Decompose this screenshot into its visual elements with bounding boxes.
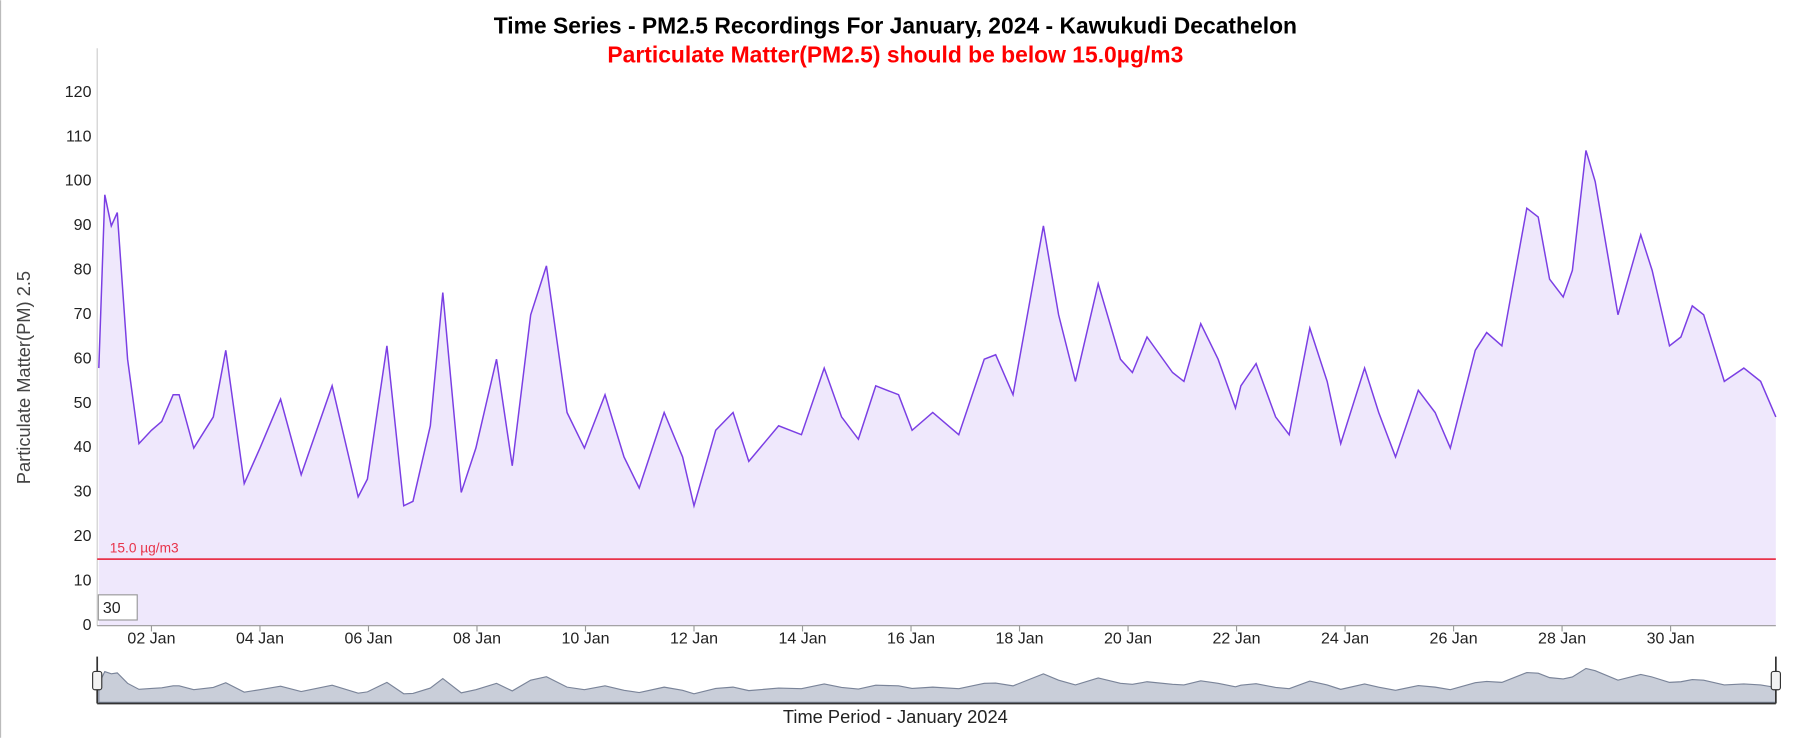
x-axis-label: Time Period - January 2024 (783, 706, 1008, 727)
zoom-label: 30 (103, 600, 121, 617)
x-tick-label: 30 Jan (1647, 631, 1695, 648)
y-axis-label: Particulate Matter(PM) 2.5 (13, 271, 34, 484)
x-tick-label: 24 Jan (1321, 631, 1369, 648)
x-tick-label: 10 Jan (561, 631, 609, 648)
x-tick-label: 26 Jan (1430, 631, 1478, 648)
x-tick-label: 02 Jan (127, 631, 175, 648)
y-tick-label: 0 (83, 617, 92, 634)
y-tick-label: 70 (74, 306, 92, 323)
line (98, 150, 1777, 509)
x-tick-label: 06 Jan (344, 631, 392, 648)
y-tick-label: 50 (74, 395, 92, 412)
y-tick-label: 20 (74, 528, 92, 545)
y-tick-label: 10 (74, 573, 92, 590)
x-tick-label: 20 Jan (1104, 631, 1152, 648)
zoom-box (97, 594, 138, 621)
threshold-label: 15.0 µg/m3 (110, 540, 179, 555)
y-tick-label: 100 (65, 173, 92, 190)
y-tick-label: 30 (74, 484, 92, 501)
x-tick-label: 08 Jan (453, 631, 501, 648)
y-tick-label: 120 (65, 84, 92, 101)
chart-subtitle: Particulate Matter(PM2.5) should be belo… (607, 41, 1183, 67)
y-tick-label: 40 (74, 439, 92, 456)
x-tick-label: 28 Jan (1538, 631, 1586, 648)
x-tick-label: 18 Jan (996, 631, 1044, 648)
x-tick-label: 22 Jan (1213, 631, 1261, 648)
navigator-handle[interactable] (92, 670, 103, 691)
x-tick-label: 12 Jan (670, 631, 718, 648)
navigator-area (98, 667, 1777, 703)
y-tick-label: 60 (74, 350, 92, 367)
x-tick-label: 16 Jan (887, 631, 935, 648)
y-tick-label: 110 (66, 128, 92, 145)
area (98, 150, 1776, 626)
y-tick-label: 90 (74, 217, 92, 234)
x-tick-label: 04 Jan (236, 631, 284, 648)
x-tick-label: 14 Jan (778, 631, 826, 648)
y-tick-label: 80 (74, 262, 92, 279)
navigator-handle[interactable] (1770, 670, 1781, 691)
chart-title: Time Series - PM2.5 Recordings For Janua… (494, 13, 1297, 39)
